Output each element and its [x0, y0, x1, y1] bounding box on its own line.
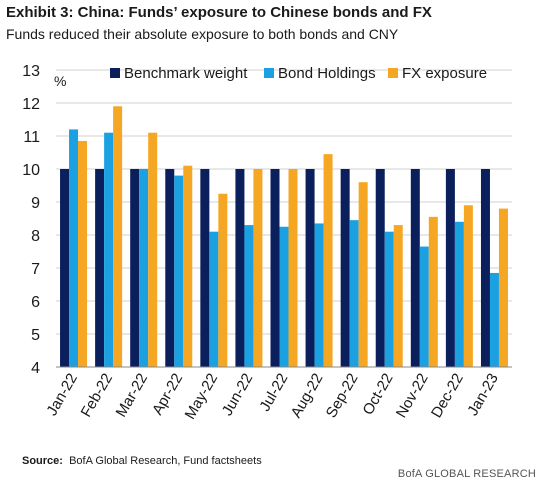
x-tick-label: Apr-22	[149, 371, 186, 418]
y-tick-label: 12	[22, 96, 40, 113]
source-label: Source:	[22, 455, 63, 467]
chart-subtitle: Funds reduced their absolute exposure to…	[6, 26, 399, 42]
bar	[314, 223, 324, 367]
bar	[358, 182, 368, 367]
bar	[69, 129, 79, 367]
bar	[419, 246, 429, 367]
bar	[209, 231, 219, 367]
bar	[218, 193, 228, 367]
x-tick-label: Nov-22	[393, 371, 432, 421]
bar	[454, 221, 464, 367]
x-tick-label: Mar-22	[113, 371, 151, 421]
bar	[104, 132, 114, 367]
bar	[174, 175, 184, 367]
source-text: BofA Global Research, Fund factsheets	[69, 455, 262, 467]
legend-label: Bond Holdings	[278, 65, 376, 82]
bar	[60, 169, 70, 367]
bar	[489, 272, 499, 367]
x-tick-label: Jan-22	[43, 371, 81, 419]
bar	[113, 106, 123, 368]
bar	[95, 169, 105, 367]
legend-label: FX exposure	[402, 65, 487, 82]
legend-label: Benchmark weight	[124, 65, 248, 82]
x-tick-label: Jan-23	[464, 371, 502, 419]
bar	[148, 132, 158, 367]
bar	[78, 140, 88, 367]
y-tick-label: 9	[31, 195, 40, 212]
bar	[139, 169, 149, 367]
x-tick-label: Jul-22	[256, 371, 291, 415]
y-tick-label: 7	[31, 261, 40, 278]
y-tick-label: 6	[31, 294, 40, 311]
legend-swatch	[264, 68, 274, 78]
bar	[375, 169, 385, 367]
bar	[305, 169, 315, 367]
x-tick-label: Aug-22	[288, 371, 327, 421]
bar	[480, 169, 490, 367]
y-tick-label: 8	[31, 228, 40, 245]
bar	[323, 154, 333, 367]
x-tick-label: Feb-22	[78, 371, 116, 421]
bar	[270, 169, 280, 367]
bar	[410, 169, 420, 367]
y-tick-label: 5	[31, 327, 40, 344]
bar	[253, 169, 263, 367]
bar	[498, 208, 508, 367]
bar	[349, 220, 359, 367]
bar	[235, 169, 245, 367]
bar	[445, 169, 455, 367]
chart-title: Exhibit 3: China: Funds’ exposure to Chi…	[6, 4, 432, 21]
bar	[463, 205, 473, 367]
bar	[279, 226, 289, 367]
y-tick-label: 4	[31, 360, 40, 377]
x-tick-label: Sep-22	[323, 371, 362, 421]
y-tick-label: 13	[22, 63, 40, 80]
bar	[428, 216, 438, 367]
legend-swatch	[388, 68, 398, 78]
x-tick-label: Jun-22	[219, 371, 257, 419]
bar	[200, 169, 210, 367]
bar-chart: 4 5 6 7 8 9 10 11 12 13% Jan-22Feb-22Mar-22Apr-22M…	[22, 63, 512, 423]
bar	[288, 169, 298, 367]
x-tick-label: Dec-22	[428, 371, 467, 421]
bar	[165, 169, 175, 367]
source-note: Source: BofA Global Research, Fund facts…	[22, 455, 262, 467]
y-tick-label: 11	[23, 129, 40, 146]
x-tick-label: Oct-22	[359, 371, 396, 418]
y-unit-label: %	[54, 73, 66, 89]
bar	[244, 225, 254, 367]
bar	[340, 169, 350, 367]
y-tick-label: 10	[22, 162, 40, 179]
x-tick-label: May-22	[182, 371, 222, 423]
bar	[384, 231, 394, 367]
bar	[393, 225, 403, 367]
publisher-brand: BofA GLOBAL RESEARCH	[397, 468, 536, 480]
bar	[130, 169, 140, 367]
legend-swatch	[110, 68, 120, 78]
bar	[183, 165, 193, 367]
